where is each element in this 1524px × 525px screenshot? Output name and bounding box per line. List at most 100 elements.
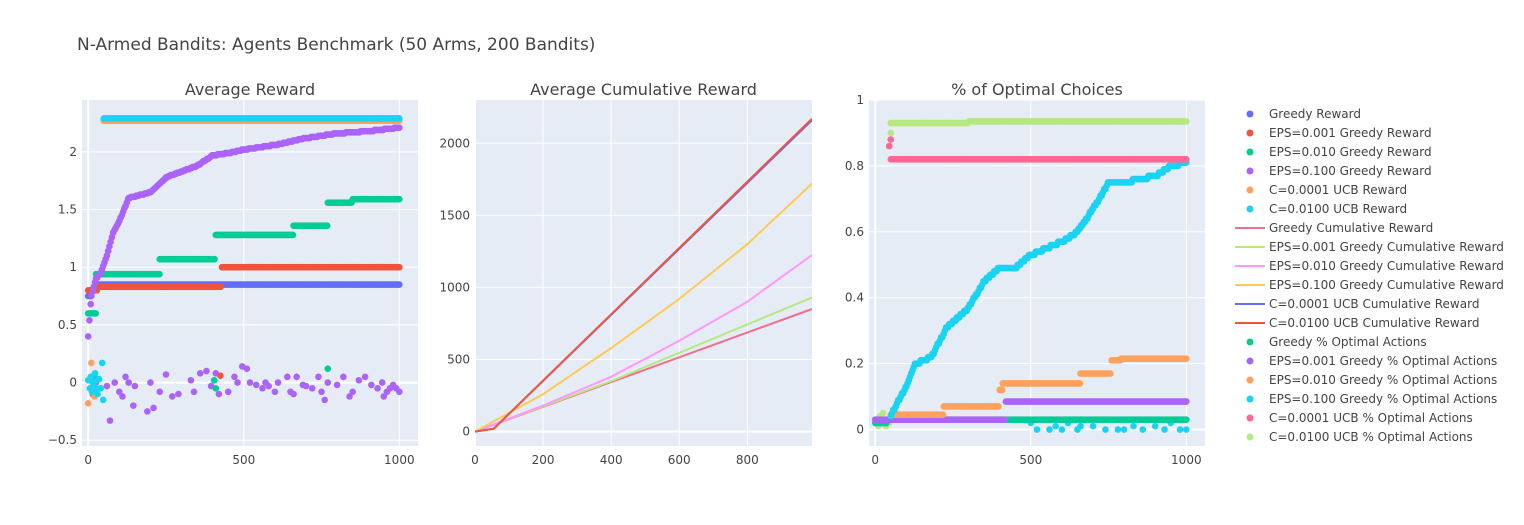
panel-average-cumulative-reward: 0 200 400 600 800 0 500 1000 1500 2000 Average Cu… <box>439 80 812 467</box>
y-tick-label: −0.5 <box>48 433 77 447</box>
data-point <box>1107 370 1114 377</box>
data-point <box>274 379 282 386</box>
data-point <box>308 385 316 392</box>
y-tick-label: 0 <box>69 376 77 390</box>
data-point <box>324 365 332 373</box>
x-tick-label: 400 <box>600 453 623 467</box>
legend-item-eps-0-010-greedy-optimal-actions[interactable]: EPS=0.010 Greedy % Optimal Actions <box>1246 373 1498 387</box>
legend-item-c-0-0001-ucb-optimal-actions[interactable]: C=0.0001 UCB % Optimal Actions <box>1246 411 1473 425</box>
legend-item-eps-0-100-greedy-reward[interactable]: EPS=0.100 Greedy Reward <box>1246 164 1432 178</box>
legend-item-c-0-0100-ucb-cumulative-reward[interactable]: C=0.0100 UCB Cumulative Reward <box>1235 316 1479 330</box>
y-tick-label: 500 <box>447 353 470 367</box>
legend-marker <box>1246 205 1254 213</box>
data-point <box>1058 426 1066 433</box>
marks-optimal-choices <box>871 118 1190 433</box>
y-tick-label: 1.5 <box>58 203 77 217</box>
data-point <box>1151 422 1159 430</box>
data-point <box>1052 422 1059 430</box>
data-point <box>1183 156 1190 163</box>
data-point <box>211 255 218 263</box>
subplot-title-average-reward: Average Reward <box>185 80 315 99</box>
legend-marker <box>1246 338 1254 346</box>
data-point <box>321 396 328 404</box>
legend-item-greedy-cumulative-reward[interactable]: Greedy Cumulative Reward <box>1235 221 1433 235</box>
y-tick-label: 2 <box>69 145 77 159</box>
legend-label: Greedy Reward <box>1269 107 1361 121</box>
legend-item-c-0-0001-ucb-cumulative-reward[interactable]: C=0.0001 UCB Cumulative Reward <box>1235 297 1479 311</box>
legend-item-eps-0-100-greedy-optimal-actions[interactable]: EPS=0.100 Greedy % Optimal Actions <box>1246 392 1498 406</box>
x-tick-label: 600 <box>668 453 691 467</box>
legend-item-greedy-optimal-actions[interactable]: Greedy % Optimal Actions <box>1246 335 1427 349</box>
data-point <box>995 403 1002 410</box>
data-point <box>88 359 95 367</box>
legend-label: C=0.0001 UCB % Optimal Actions <box>1269 411 1473 425</box>
data-point <box>125 379 132 386</box>
legend-label: C=0.0001 UCB Cumulative Reward <box>1269 297 1479 311</box>
data-point <box>346 393 353 400</box>
data-point <box>99 396 107 404</box>
y-tick-label: 0.4 <box>845 291 864 305</box>
legend-item-eps-0-010-greedy-reward[interactable]: EPS=0.010 Greedy Reward <box>1246 145 1432 159</box>
data-point <box>106 417 114 424</box>
subplot-title-optimal-choices: % of Optimal Choices <box>951 80 1123 99</box>
data-point <box>939 411 947 418</box>
data-point <box>252 381 260 389</box>
legend-item-c-0-0100-ucb-reward[interactable]: C=0.0100 UCB Reward <box>1246 202 1408 216</box>
data-point <box>217 372 224 379</box>
data-point <box>234 379 241 386</box>
legend-label: EPS=0.010 Greedy Reward <box>1269 145 1432 159</box>
data-point <box>265 382 272 390</box>
legend-item-eps-0-010-greedy-cumulative-reward[interactable]: EPS=0.010 Greedy Cumulative Reward <box>1235 259 1504 273</box>
legend-item-eps-0-001-greedy-reward[interactable]: EPS=0.001 Greedy Reward <box>1246 126 1432 140</box>
data-point <box>885 142 893 150</box>
data-point <box>1089 422 1097 430</box>
legend-label: EPS=0.010 Greedy % Optimal Actions <box>1269 373 1497 387</box>
legend-item-greedy-reward[interactable]: Greedy Reward <box>1246 107 1361 121</box>
y-tick-label: 0.8 <box>845 159 864 173</box>
data-point <box>97 385 104 392</box>
x-tick-label: 0 <box>471 453 479 467</box>
data-point <box>998 386 1006 394</box>
data-point <box>1114 426 1122 433</box>
data-point <box>92 310 99 317</box>
data-point <box>1183 426 1190 433</box>
data-point <box>302 382 310 390</box>
y-tick-label: 0 <box>856 423 864 437</box>
data-point <box>196 370 204 377</box>
y-tick-label: 0.6 <box>845 225 864 239</box>
marks-average-reward <box>84 115 403 424</box>
data-point <box>243 365 251 373</box>
data-point <box>293 373 300 381</box>
legend-item-eps-0-001-greedy-cumulative-reward[interactable]: EPS=0.001 Greedy Cumulative Reward <box>1235 240 1504 254</box>
data-point <box>147 379 154 386</box>
data-point <box>349 388 356 396</box>
series-line-eps-0-010-greedy-cumulative-reward <box>475 254 812 433</box>
y-tick-label: 1 <box>69 260 77 274</box>
marks-average-cumulative-reward <box>475 117 812 433</box>
data-point <box>162 371 170 378</box>
data-point <box>396 124 403 131</box>
plot-area-average-cumulative-reward <box>475 100 812 446</box>
data-point <box>1120 426 1128 433</box>
data-point <box>86 316 93 324</box>
data-point <box>156 388 164 396</box>
legend-item-eps-0-100-greedy-cumulative-reward[interactable]: EPS=0.100 Greedy Cumulative Reward <box>1235 278 1504 292</box>
legend-item-c-0-0001-ucb-reward[interactable]: C=0.0001 UCB Reward <box>1246 183 1408 197</box>
figure-title: N-Armed Bandits: Agents Benchmark (50 Ar… <box>77 35 595 55</box>
plot-area-optimal-choices <box>869 100 1205 446</box>
legend-label: Greedy Cumulative Reward <box>1269 221 1433 235</box>
panel-average-reward: 0 500 1000 −0.5 0 0.5 1 1.5 2 Average Reward <box>48 80 418 467</box>
y-tick-label: 0 <box>462 425 470 439</box>
data-point <box>1139 426 1147 433</box>
series-c-0-0001-ucb-optimal-actions <box>887 156 1190 163</box>
legend-item-eps-0-001-greedy-optimal-actions[interactable]: EPS=0.001 Greedy % Optimal Actions <box>1246 354 1498 368</box>
data-point <box>271 388 279 396</box>
data-point <box>217 283 225 291</box>
ticks-optimal-choices: 0 500 1000 0 0.2 0.4 0.6 0.8 1 <box>845 93 1202 467</box>
legend-item-c-0-0100-ucb-optimal-actions[interactable]: C=0.0100 UCB % Optimal Actions <box>1246 430 1473 444</box>
legend-marker <box>1246 414 1254 422</box>
data-point <box>1033 426 1041 433</box>
data-point <box>168 393 176 400</box>
data-point <box>355 376 363 384</box>
